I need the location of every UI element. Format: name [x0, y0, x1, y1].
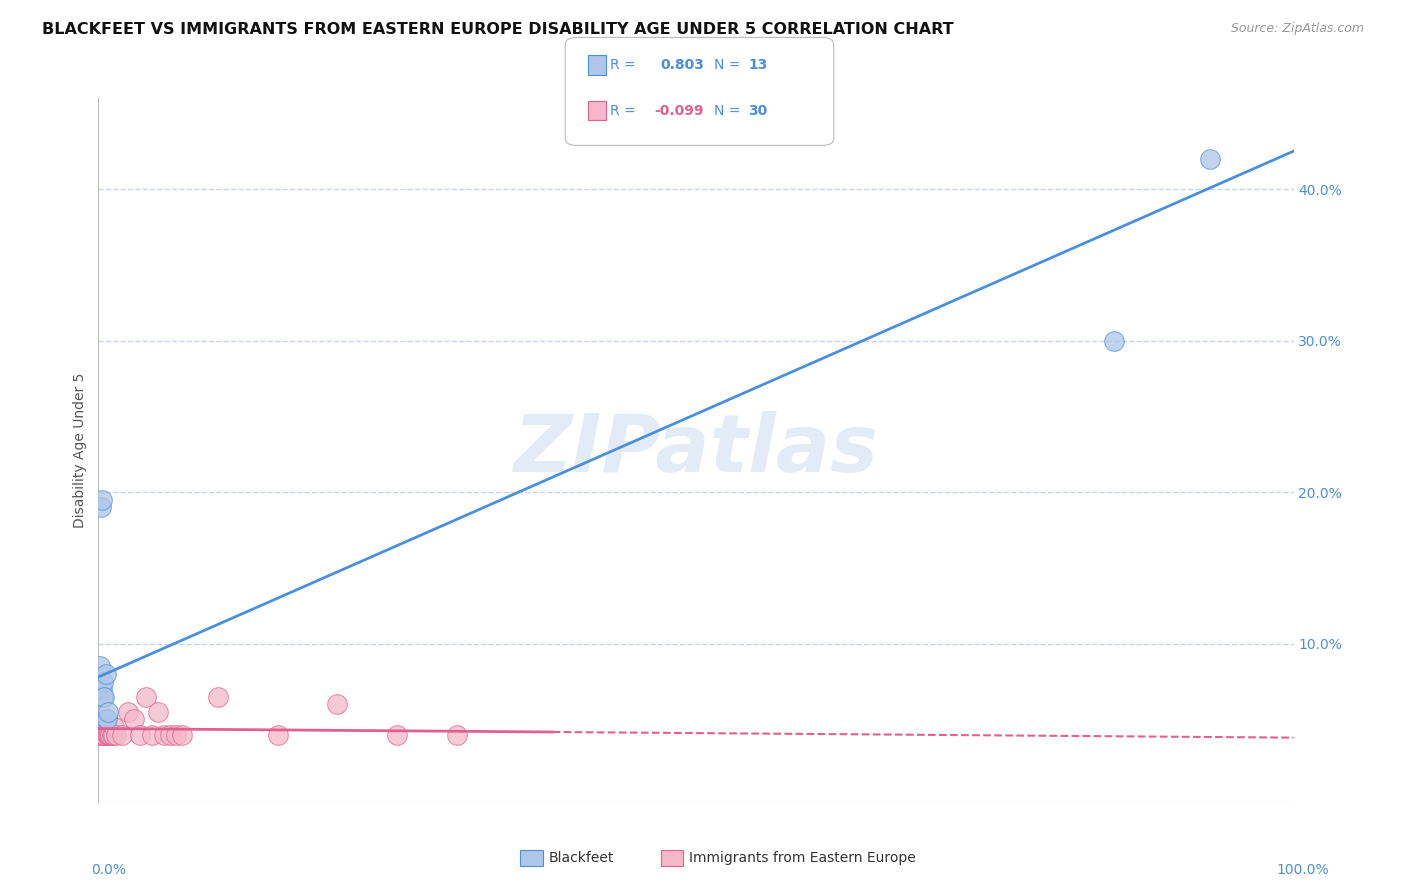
Point — [172, 728, 194, 742]
Point — [89, 728, 111, 742]
Text: R =: R = — [610, 103, 636, 118]
Point — [111, 728, 134, 742]
Point — [1104, 334, 1126, 348]
Point — [89, 659, 111, 673]
Text: N =: N = — [714, 58, 741, 72]
Point — [105, 728, 128, 742]
Point — [91, 720, 114, 734]
Point — [90, 728, 112, 742]
Point — [98, 728, 122, 742]
Point — [96, 728, 118, 742]
Point — [90, 500, 112, 515]
Text: 100.0%: 100.0% — [1277, 863, 1329, 877]
Point — [267, 728, 290, 742]
Point — [129, 728, 152, 742]
Point — [93, 690, 115, 704]
Point — [91, 492, 114, 507]
Text: 30: 30 — [748, 103, 768, 118]
Point — [153, 728, 176, 742]
Point — [103, 720, 125, 734]
Point — [1199, 152, 1222, 166]
Point — [94, 720, 117, 734]
Point — [141, 728, 163, 742]
Point — [93, 728, 115, 742]
Text: 13: 13 — [748, 58, 768, 72]
Point — [98, 728, 121, 742]
Point — [135, 690, 157, 704]
Point — [91, 690, 114, 704]
Point — [91, 682, 114, 697]
Y-axis label: Disability Age Under 5: Disability Age Under 5 — [73, 373, 87, 528]
Text: Immigrants from Eastern Europe: Immigrants from Eastern Europe — [689, 851, 915, 865]
Point — [326, 698, 349, 712]
Text: -0.099: -0.099 — [654, 103, 703, 118]
Text: N =: N = — [714, 103, 741, 118]
Point — [94, 713, 117, 727]
Text: ZIPatlas: ZIPatlas — [513, 411, 879, 490]
Point — [207, 690, 229, 704]
Point — [117, 705, 139, 719]
Text: R =: R = — [610, 58, 636, 72]
Point — [165, 728, 187, 742]
Point — [94, 667, 117, 681]
Text: Source: ZipAtlas.com: Source: ZipAtlas.com — [1230, 22, 1364, 36]
Point — [97, 728, 120, 742]
Text: BLACKFEET VS IMMIGRANTS FROM EASTERN EUROPE DISABILITY AGE UNDER 5 CORRELATION C: BLACKFEET VS IMMIGRANTS FROM EASTERN EUR… — [42, 22, 953, 37]
Point — [446, 728, 468, 742]
Point — [96, 713, 118, 727]
Point — [100, 728, 122, 742]
Point — [97, 705, 120, 719]
Point — [91, 728, 114, 742]
Point — [91, 674, 114, 689]
Point — [385, 728, 409, 742]
Text: Blackfeet: Blackfeet — [548, 851, 613, 865]
Point — [124, 713, 146, 727]
Point — [159, 728, 181, 742]
Text: 0.803: 0.803 — [661, 58, 704, 72]
Point — [101, 728, 124, 742]
Point — [148, 705, 170, 719]
Text: 0.0%: 0.0% — [91, 863, 127, 877]
